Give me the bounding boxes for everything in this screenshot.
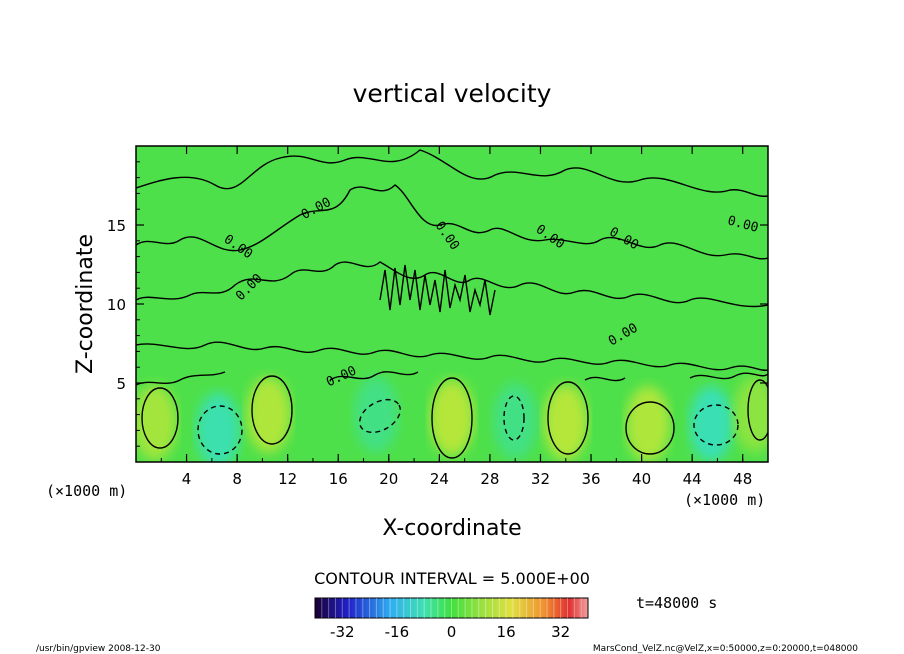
downdraft-cell [689,386,734,462]
contour-interval-label: CONTOUR INTERVAL = 5.000E+00 [314,569,590,588]
colorbar-tick-label: 0 [447,623,457,641]
downdraft-cell [196,392,241,462]
contour-lines [136,149,768,459]
x-tick-label: 28 [480,470,499,488]
downdraft-cell [354,376,399,453]
x-axis-units: (×1000 m) [684,491,765,509]
updraft-cell [543,384,588,461]
updraft-cell [625,386,670,462]
contour-line [136,184,768,260]
y-axis-label: Z-coordinate [73,234,98,374]
x-tick-label: 40 [632,470,651,488]
contour-line [136,261,768,308]
x-tick-label: 8 [232,470,242,488]
colorbar-tick-label: 16 [497,623,516,641]
contour-line [136,149,768,197]
contour-line-negative [503,395,525,441]
y-tick-label: 5 [116,375,126,393]
colorbar-stripes [321,598,582,618]
updraft-cell [246,376,291,453]
colorbar-tick-label: -16 [385,623,410,641]
x-tick-label: 4 [182,470,192,488]
x-tick-label: 36 [581,470,600,488]
contour-line-negative [197,405,243,455]
colorbar: -32 -16 0 16 32 [314,597,589,641]
x-tick-label: 20 [379,470,398,488]
x-tick-label: 44 [683,470,702,488]
contour-line-negative [693,404,739,446]
contour-line [141,387,179,449]
contour-line [625,401,675,455]
footer-left: /usr/bin/gpview 2008-12-30 [36,644,161,654]
y-tick-label: 10 [107,296,126,314]
contour-line [431,377,473,459]
contour-line [136,371,768,386]
chart-title: vertical velocity [353,79,552,108]
contour-line [379,264,496,316]
updraft-cell [136,384,177,461]
x-axis-label: X-coordinate [382,516,521,541]
updraft-cell [733,376,768,453]
x-tick-label: 32 [531,470,550,488]
colorbar-tick-label: -32 [330,623,355,641]
contour-line [547,381,589,455]
colorbar-gradient [314,597,589,619]
colorbar-ticks: -32 -16 0 16 32 [330,623,570,641]
contour-line-negative [359,398,401,434]
x-tick-label: 24 [430,470,449,488]
time-label: t=48000 s [636,594,717,612]
updraft-cell [430,379,474,456]
y-axis-units: (×1000 m) [46,482,127,500]
downdraft-cell [493,382,538,459]
y-tick-label: 15 [107,217,126,235]
x-tick-label: 16 [329,470,348,488]
colorbar-tick-label: 32 [551,623,570,641]
footer-right: MarsCond_VelZ.nc@VelZ,x=0:50000,z=0:2000… [593,644,858,654]
x-tick-label: 12 [278,470,297,488]
contour-line [747,379,768,441]
contour-line [251,375,293,445]
contour-line [136,341,768,371]
x-tick-label: 48 [733,470,752,488]
